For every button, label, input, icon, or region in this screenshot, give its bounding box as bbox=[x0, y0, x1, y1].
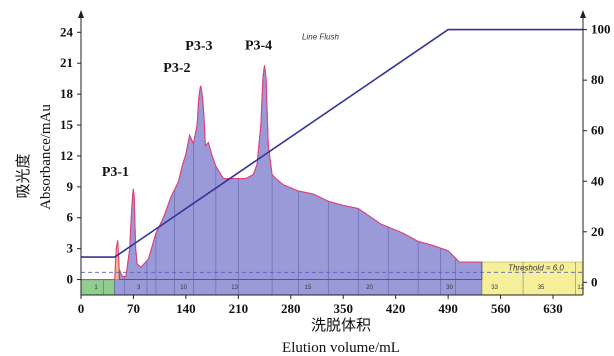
y2-tick-label: 20 bbox=[591, 224, 604, 239]
line-flush-label: Line Flush bbox=[302, 33, 339, 42]
fraction-number: 35 bbox=[538, 285, 545, 291]
gradient-line bbox=[81, 28, 583, 258]
threshold-label: Threshold = 6.0 bbox=[508, 263, 564, 272]
y-tick-label: 0 bbox=[67, 272, 74, 287]
y-axis-title-en: Absorbance/mAu bbox=[38, 104, 54, 210]
y-tick-label: 12 bbox=[60, 148, 73, 163]
fraction-region-green bbox=[103, 279, 116, 296]
peak-label: P3-1 bbox=[102, 165, 129, 180]
fraction-number: 3 bbox=[137, 285, 141, 291]
x-tick-label: 140 bbox=[176, 301, 196, 316]
fraction-number: 12 bbox=[577, 285, 584, 291]
y-tick-label: 24 bbox=[60, 24, 74, 39]
y2-tick-label: 80 bbox=[591, 72, 604, 87]
fraction-region-green bbox=[80, 279, 104, 296]
y-tick-label: 6 bbox=[67, 210, 74, 225]
y-tick-label: 15 bbox=[60, 117, 74, 132]
y2-tick-label: 100 bbox=[591, 22, 611, 37]
fraction-number: 30 bbox=[446, 285, 453, 291]
x-tick-label: 70 bbox=[127, 301, 140, 316]
y-axis-arrow bbox=[78, 10, 84, 18]
absorbance-area bbox=[118, 65, 483, 280]
fraction-number: 15 bbox=[305, 285, 312, 291]
y2-axis-arrow bbox=[580, 10, 586, 18]
y-tick-label: 9 bbox=[67, 179, 74, 194]
y-tick-label: 18 bbox=[60, 86, 74, 101]
y-tick-label: 21 bbox=[60, 55, 73, 70]
chart-lines bbox=[81, 28, 583, 281]
x-axis-title-cn: 洗脱体积 bbox=[311, 317, 371, 334]
x-axis-title-en: Elution volume/mL bbox=[282, 340, 400, 356]
fraction-number: 10 bbox=[180, 285, 187, 291]
x-tick-label: 280 bbox=[281, 301, 301, 316]
y-tick-label: 3 bbox=[67, 241, 74, 256]
y2-tick-label: 0 bbox=[591, 274, 598, 289]
fraction-number: 33 bbox=[491, 285, 498, 291]
y-axis-title-cn: 吸光度 bbox=[15, 153, 32, 198]
x-tick-label: 630 bbox=[543, 301, 563, 316]
x-tick-label: 210 bbox=[229, 301, 249, 316]
peak-label: P3-4 bbox=[245, 38, 272, 53]
x-tick-label: 350 bbox=[333, 301, 353, 316]
y2-tick-label: 60 bbox=[591, 123, 604, 138]
fraction-number: 20 bbox=[366, 285, 373, 291]
peak-label: P3-2 bbox=[163, 61, 190, 76]
x-tick-label: 490 bbox=[438, 301, 458, 316]
fraction-number: 1 bbox=[94, 285, 98, 291]
y2-tick-label: 40 bbox=[591, 173, 604, 188]
absorbance-trace bbox=[81, 65, 482, 281]
x-tick-label: 0 bbox=[78, 301, 85, 316]
x-tick-label: 560 bbox=[491, 301, 511, 316]
fraction-number: 13 bbox=[231, 285, 238, 291]
x-tick-label: 420 bbox=[386, 301, 406, 316]
peak-label: P3-3 bbox=[185, 39, 212, 54]
